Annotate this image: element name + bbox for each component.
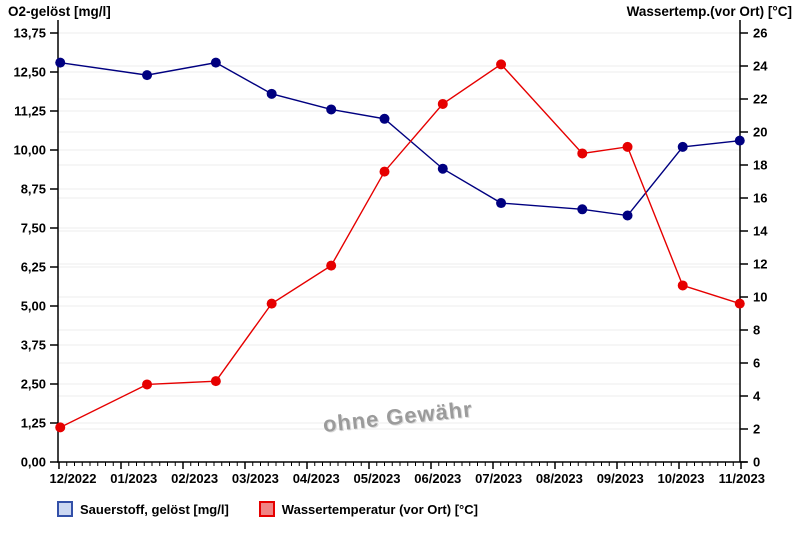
- temperature-data-point: [677, 280, 688, 291]
- left-axis-tick-label: 12,50: [13, 65, 46, 80]
- temperature-data-point: [55, 422, 66, 433]
- left-axis-tick-label: 6,25: [21, 260, 46, 275]
- temperature-data-point: [326, 260, 337, 271]
- right-axis-tick-label: 2: [753, 422, 760, 437]
- legend-item-temperature: Wassertemperatur (vor Ort) [°C]: [258, 501, 478, 517]
- temperature-series-line: [59, 63, 740, 428]
- right-axis-tick-label: 0: [753, 455, 760, 470]
- left-axis-tick-label: 11,25: [14, 104, 46, 119]
- right-axis-title: Wassertemp.(vor Ort) [°C]: [626, 4, 792, 19]
- month-label: 09/2023: [597, 471, 644, 486]
- right-axis-tick-label: 6: [753, 356, 760, 371]
- temperature-data-point: [379, 166, 390, 177]
- month-label: 03/2023: [232, 471, 279, 486]
- temperature-data-point: [577, 148, 588, 159]
- month-label: 12/2022: [50, 471, 97, 486]
- temperature-legend-swatch-icon: [258, 501, 275, 517]
- month-label: 11/2023: [719, 471, 765, 486]
- left-axis-tick-label: 8,75: [21, 182, 46, 197]
- month-label: 06/2023: [414, 471, 461, 486]
- left-axis-tick-label: 1,25: [21, 416, 46, 431]
- temperature-data-point: [622, 141, 633, 152]
- right-axis-tick-label: 14: [753, 224, 768, 239]
- month-label: 07/2023: [475, 471, 522, 486]
- oxygen-data-point: [622, 210, 633, 221]
- temperature-data-point: [734, 298, 745, 309]
- oxygen-legend-swatch-icon: [57, 501, 73, 517]
- temperature-data-point: [210, 376, 221, 387]
- month-label: 02/2023: [171, 471, 218, 486]
- oxygen-data-point: [142, 70, 153, 81]
- month-label: 01/2023: [110, 471, 157, 486]
- oxygen-legend-label: Sauerstoff, gelöst [mg/l]: [80, 501, 229, 517]
- right-axis-tick-label: 10: [753, 290, 767, 305]
- left-axis-tick-label: 0,00: [21, 455, 46, 470]
- right-axis-tick-label: 12: [753, 257, 767, 272]
- month-label: 05/2023: [354, 471, 401, 486]
- legend-item-oxygen: Sauerstoff, gelöst [mg/l]: [57, 501, 229, 517]
- left-axis-tick-label: 7,50: [21, 221, 46, 236]
- right-axis-tick-label: 16: [753, 191, 767, 206]
- oxygen-series-line: [60, 61, 740, 217]
- temperature-data-point: [142, 379, 153, 390]
- left-axis-title: O2-gelöst [mg/l]: [8, 4, 111, 19]
- oxygen-data-point: [55, 57, 66, 68]
- oxygen-data-point: [577, 204, 588, 215]
- temperature-data-point: [266, 298, 277, 309]
- left-axis-tick-label: 3,75: [21, 338, 46, 353]
- oxygen-data-point: [266, 88, 277, 99]
- month-label: 04/2023: [293, 471, 340, 486]
- right-axis-tick-label: 4: [753, 389, 761, 404]
- oxygen-data-point: [734, 135, 745, 146]
- left-axis-tick-label: 10,00: [13, 143, 46, 158]
- oxygen-data-point: [379, 113, 390, 124]
- left-axis-tick-label: 5,00: [21, 299, 46, 314]
- temperature-data-point: [437, 98, 448, 109]
- right-axis-tick-label: 26: [753, 26, 767, 41]
- right-axis-tick-label: 24: [753, 59, 768, 74]
- oxygen-data-point: [210, 57, 221, 68]
- month-label: 10/2023: [658, 471, 705, 486]
- right-axis-tick-label: 18: [753, 158, 767, 173]
- oxygen-data-point: [326, 104, 337, 115]
- month-label: 08/2023: [536, 471, 583, 486]
- left-axis-tick-label: 2,50: [21, 377, 46, 392]
- oxygen-data-point: [496, 198, 507, 209]
- right-axis-tick-label: 22: [753, 92, 767, 107]
- right-axis-tick-label: 8: [753, 323, 760, 338]
- temperature-data-point: [496, 59, 507, 70]
- legend: Sauerstoff, gelöst [mg/l] Wassertemperat…: [57, 501, 478, 517]
- left-axis-tick-label: 13,75: [13, 26, 46, 41]
- oxygen-data-point: [677, 141, 688, 152]
- oxygen-data-point: [437, 163, 448, 174]
- right-axis-tick-label: 20: [753, 125, 767, 140]
- temperature-legend-label: Wassertemperatur (vor Ort) [°C]: [281, 501, 478, 517]
